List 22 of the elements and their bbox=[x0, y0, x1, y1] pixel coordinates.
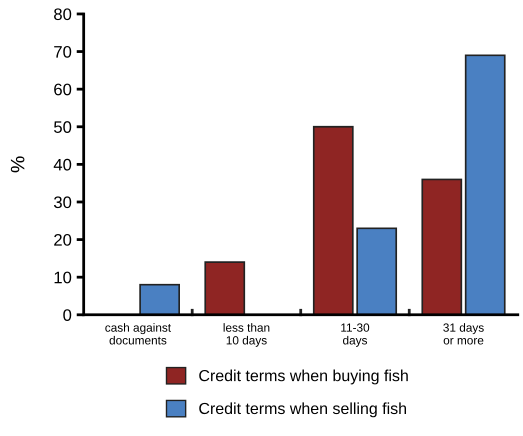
y-tick-label: 70 bbox=[54, 46, 72, 58]
legend-label: Credit terms when selling fish bbox=[199, 402, 406, 418]
bar bbox=[356, 227, 398, 315]
x-tick-label: 31 days or more bbox=[443, 323, 484, 345]
x-tick-label: less than 10 days bbox=[224, 323, 270, 347]
legend-label: Credit terms when buying fish bbox=[199, 370, 408, 384]
bar bbox=[312, 126, 354, 315]
y-tick-label: 80 bbox=[54, 8, 72, 20]
y-tick-label: 50 bbox=[54, 121, 72, 133]
bar bbox=[139, 284, 180, 315]
y-tick-label: 40 bbox=[54, 158, 72, 171]
bar bbox=[204, 261, 246, 315]
x-tick-label: 11-30 days bbox=[341, 323, 370, 347]
y-tick-label: 10 bbox=[54, 272, 72, 284]
y-axis-title: % bbox=[10, 156, 24, 172]
bar bbox=[464, 54, 506, 315]
bar bbox=[421, 178, 462, 315]
y-tick-label: 60 bbox=[54, 84, 72, 96]
x-tick-label: cash against documents bbox=[105, 323, 171, 345]
y-tick-label: 20 bbox=[54, 234, 72, 246]
y-tick-label: 0 bbox=[63, 309, 72, 321]
y-tick-label: 30 bbox=[54, 196, 72, 208]
